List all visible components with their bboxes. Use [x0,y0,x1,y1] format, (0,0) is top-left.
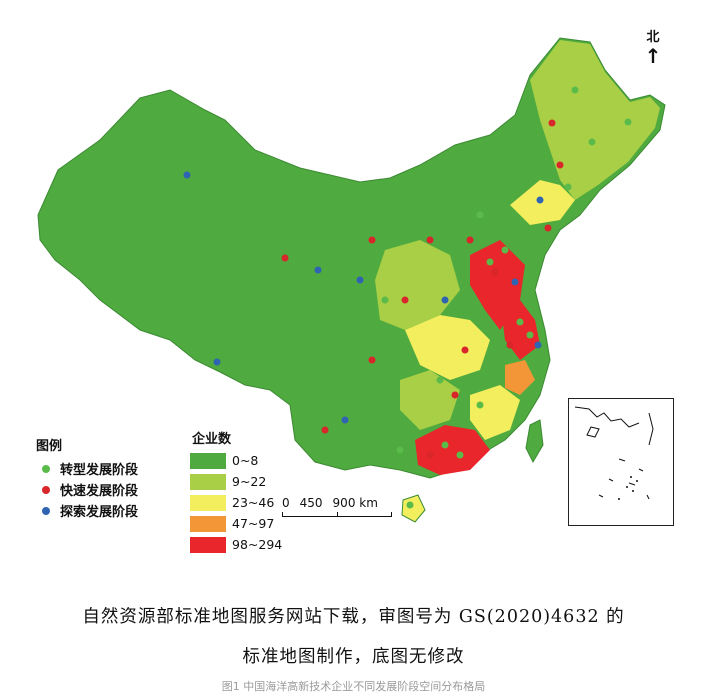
enterprise-points [183,86,632,509]
legend-point-label: 探索发展阶段 [60,505,139,520]
legend-points: 图例 转型发展阶段 快速发展阶段 探索发展阶段 [36,435,138,521]
yellow-region-central [405,315,490,380]
scale-label: 900 km [332,496,378,510]
orange-region [505,360,535,395]
legend-count-item: 23~46 [190,492,282,513]
inset-map [574,406,654,500]
legend-count-label: 23~46 [232,495,275,510]
color-swatch [190,494,226,511]
legend-point-label: 转型发展阶段 [60,463,139,478]
caption-line-1: 自然资源部标准地图服务网站下载，审图号为 GS(2020)4632 的 [82,607,625,627]
taiwan-island [525,419,544,464]
yellow-region-north [510,180,575,225]
caption-line-2: 标准地图制作，底图无修改 [242,647,465,667]
north-label: 北 [646,30,660,45]
color-swatch [190,536,226,553]
legend-counts-title: 企业数 [192,432,232,447]
yellow-region-south [470,385,520,440]
legend-count-item: 47~97 [190,513,282,534]
scale-label: 0 [282,496,290,510]
lightgreen-region-central [375,240,460,330]
figure-caption: 图1 中国海洋高新技术企业不同发展阶段空间分布格局 [221,680,486,693]
legend-count-item: 98~294 [190,534,282,555]
legend-count-label: 47~97 [232,516,275,531]
green-dot-icon [42,464,50,473]
south-china-sea-inset [568,398,674,526]
legend-count-label: 9~22 [232,474,267,489]
legend-point-item: 转型发展阶段 [36,458,138,479]
legend-count-label: 0~8 [232,453,259,468]
legend-point-label: 快速发展阶段 [60,484,139,499]
china-map [37,37,666,523]
legend-count-item: 9~22 [190,471,282,492]
color-swatch [190,452,226,469]
scale-label: 450 [299,496,323,510]
scale-bar-line [282,512,392,517]
red-dot-icon [42,485,50,494]
scale-bar: 0 450 900 km [282,496,392,517]
color-swatch [190,473,226,490]
legend-point-item: 快速发展阶段 [36,479,138,500]
north-arrow: 北 ↑ [638,30,668,66]
hainan-island [401,494,426,523]
legend-count-item: 0~8 [190,450,282,471]
legend-counts: 企业数 0~8 9~22 23~46 47~97 98~294 [190,428,282,555]
red-region-south [415,425,490,475]
legend-count-label: 98~294 [232,537,283,552]
blue-dot-icon [42,506,50,515]
legend-points-title: 图例 [36,439,63,454]
north-arrow-icon: ↑ [644,44,662,68]
legend-point-item: 探索发展阶段 [36,500,138,521]
lightgreen-region-southwest [400,370,460,430]
northeast-region [530,40,660,200]
color-swatch [190,515,226,532]
